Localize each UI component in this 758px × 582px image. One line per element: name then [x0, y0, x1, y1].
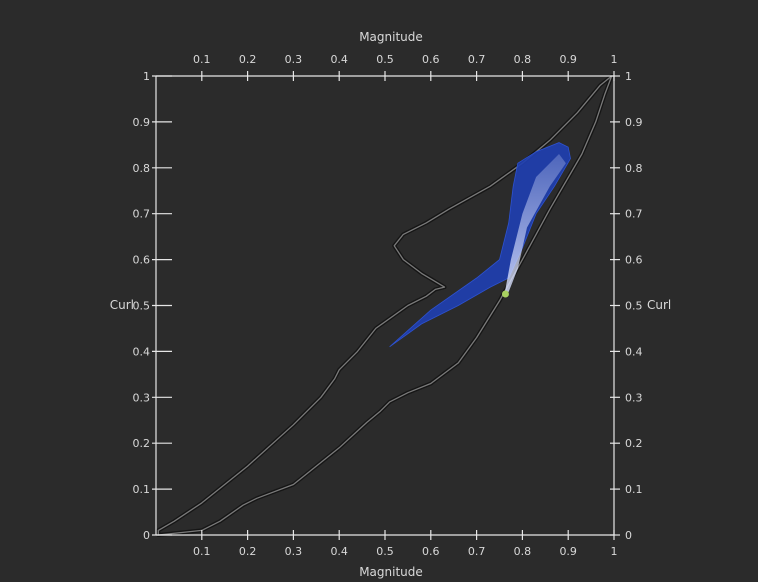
highlight-region [504, 154, 566, 297]
density-region [389, 142, 571, 348]
y-tick-label-right: 0.3 [625, 391, 643, 404]
y-tick-label-left: 0.7 [133, 208, 151, 221]
x-tick-label-top: 0.1 [193, 53, 211, 66]
y-tick-label-right: 1 [625, 70, 632, 83]
x-tick-label-bottom: 0.9 [559, 545, 577, 558]
x-tick-label-top: 0.7 [468, 53, 486, 66]
y-axis-title-right: Curl [647, 298, 671, 312]
x-tick-label-top: 0.8 [514, 53, 532, 66]
y-tick-label-right: 0.9 [625, 116, 643, 129]
x-tick-label-top: 0.5 [376, 53, 394, 66]
y-tick-label-left: 0.1 [133, 483, 151, 496]
data-marks [156, 74, 614, 537]
x-tick-label-top: 1 [611, 53, 618, 66]
y-tick-label-right: 0.7 [625, 208, 643, 221]
x-tick-label-bottom: 1 [611, 545, 618, 558]
peak-point [501, 290, 509, 298]
x-tick-label-bottom: 0.1 [193, 545, 211, 558]
x-tick-label-bottom: 0.6 [422, 545, 440, 558]
outline-contour [157, 75, 613, 536]
x-tick-label-bottom: 0.3 [285, 545, 303, 558]
y-tick-label-right: 0.6 [625, 254, 643, 267]
y-tick-label-right: 0.2 [625, 437, 643, 450]
x-tick-label-bottom: 0.5 [376, 545, 394, 558]
x-tick-label-bottom: 0.2 [239, 545, 257, 558]
y-axis-title-left: Curl [110, 298, 134, 312]
y-tick-label-left: 0.6 [133, 254, 151, 267]
y-tick-label-right: 0.1 [625, 483, 643, 496]
x-tick-label-top: 0.6 [422, 53, 440, 66]
y-tick-label-left: 0.5 [133, 300, 151, 313]
y-tick-label-left: 0.4 [133, 345, 151, 358]
y-tick-label-left: 1 [143, 70, 150, 83]
x-tick-label-top: 0.3 [285, 53, 303, 66]
y-tick-label-right: 0 [625, 529, 632, 542]
y-tick-label-right: 0.5 [625, 300, 643, 313]
y-tick-label-left: 0.9 [133, 116, 151, 129]
x-tick-label-bottom: 0.4 [330, 545, 348, 558]
x-tick-label-top: 0.2 [239, 53, 257, 66]
y-tick-label-left: 0.3 [133, 391, 151, 404]
y-tick-label-left: 0.2 [133, 437, 151, 450]
x-tick-label-bottom: 0.8 [514, 545, 532, 558]
x-tick-label-bottom: 0.7 [468, 545, 486, 558]
y-tick-label-left: 0.8 [133, 162, 151, 175]
x-tick-label-top: 0.9 [559, 53, 577, 66]
x-tick-label-top: 0.4 [330, 53, 348, 66]
y-tick-label-left: 0 [143, 529, 150, 542]
axes: 0.1 0.1 0.2 0.2 0.3 0.3 0.4 0.4 0.5 0.5 0.6 0.6 0.7 0… [133, 53, 643, 558]
x-axis-title-top: Magnitude [359, 30, 423, 44]
y-tick-label-right: 0.8 [625, 162, 643, 175]
y-tick-label-right: 0.4 [625, 345, 643, 358]
x-axis-title-bottom: Magnitude [359, 565, 423, 579]
